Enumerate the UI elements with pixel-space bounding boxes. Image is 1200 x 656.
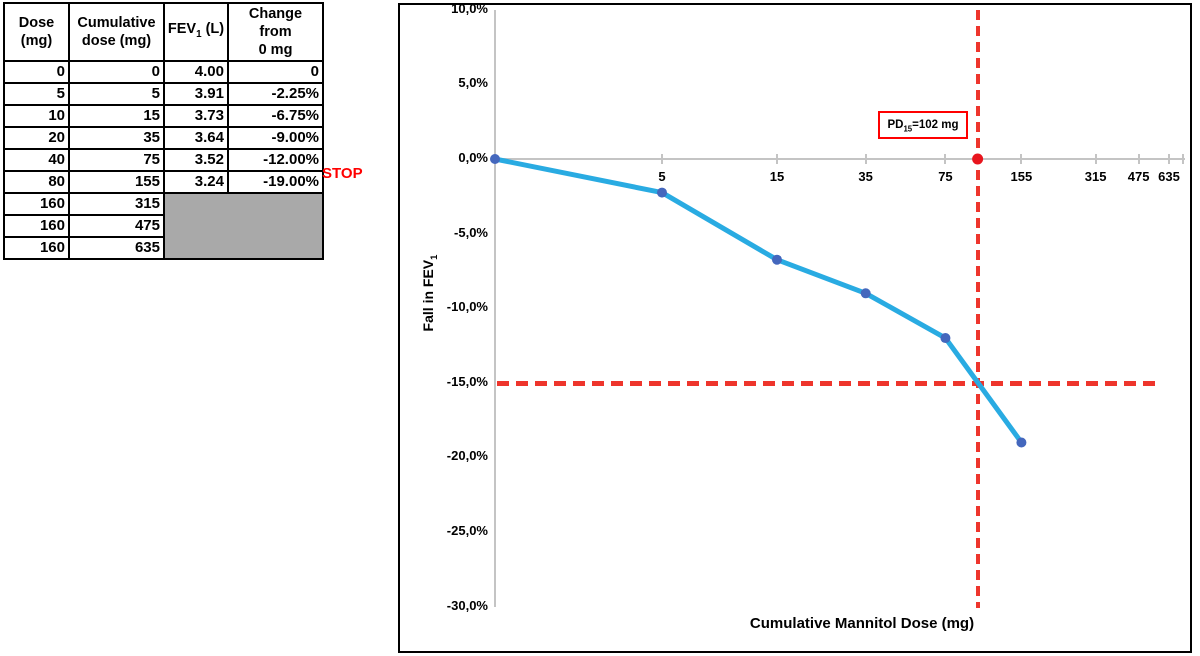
y-tick-label: 5,0% <box>458 75 488 91</box>
y-axis-title: Fall in FEV1 <box>420 254 440 332</box>
header-line: 0 mg <box>258 42 293 58</box>
fev1-cell: 3.73 <box>163 104 229 128</box>
cumulative-cell: 635 <box>68 236 165 260</box>
x-tick-mark <box>1094 154 1097 164</box>
fev1-cell: 3.52 <box>163 148 229 172</box>
x-tick-label: 155 <box>1010 169 1033 184</box>
y-tick-label: -25,0% <box>446 523 488 538</box>
cumulative-cell: 5 <box>68 82 165 106</box>
col-header-fev1: FEV1 (L) <box>163 2 229 62</box>
x-tick-mark <box>944 154 947 164</box>
data-point-marker <box>860 288 871 299</box>
col-header-cumulative-dose: Cumulative dose (mg) <box>68 2 165 62</box>
header-line: Dose <box>18 15 55 31</box>
chart-panel: PD15=102 mg Fall in FEV1 Cumulative Mann… <box>398 0 1192 653</box>
x-tick-mark <box>1168 154 1171 164</box>
dose-cell: 160 <box>3 214 70 238</box>
pd15-vertical-dashed-line <box>975 10 980 608</box>
x-tick-mark <box>1020 154 1023 164</box>
change-cell: -2.25% <box>227 82 324 106</box>
x-tick-mark <box>775 154 778 164</box>
x-tick-mark <box>1137 154 1140 164</box>
dose-table: Dose (mg) Cumulative dose (mg) FEV1 (L) … <box>3 2 324 260</box>
x-tick-label: 5 <box>658 169 666 184</box>
x-axis-end-tick <box>1182 154 1184 164</box>
fev1-cell: 3.91 <box>163 82 229 106</box>
table-header-row: Dose (mg) Cumulative dose (mg) FEV1 (L) … <box>3 2 324 62</box>
data-point-marker <box>657 187 667 198</box>
table-row: 160 475 <box>3 214 323 238</box>
dose-cell: 80 <box>3 170 70 194</box>
x-tick-label: 35 <box>858 169 873 184</box>
dose-cell: 10 <box>3 104 70 128</box>
cumulative-cell: 75 <box>68 148 165 172</box>
dose-cell: 160 <box>3 236 70 260</box>
change-cell: -9.00% <box>227 126 324 150</box>
line-series-plot <box>490 153 1027 448</box>
table-row: 20 35 3.64 -9.00% <box>3 126 324 150</box>
header-line: Cumulative <box>77 15 156 31</box>
dose-cell: 0 <box>3 60 70 84</box>
cumulative-cell: 15 <box>68 104 165 128</box>
y-tick-label: -30,0% <box>446 597 488 613</box>
cumulative-cell: 0 <box>68 60 165 84</box>
col-header-dose: Dose (mg) <box>3 2 70 62</box>
x-axis-title: Cumulative Mannitol Dose (mg) <box>749 615 975 632</box>
table-row: 5 5 3.91 -2.25% <box>3 82 324 106</box>
fev1-cell: 4.00 <box>163 60 229 84</box>
y-tick-label: -10,0% <box>446 299 488 315</box>
table-row: 160 635 <box>3 236 323 260</box>
fev1-cell: 3.24 <box>163 170 229 194</box>
x-tick-label: 15 <box>769 169 785 184</box>
data-point-marker <box>771 254 782 265</box>
table-row: 10 15 3.73 -6.75% <box>3 104 324 128</box>
y-tick-label: -15,0% <box>446 373 488 389</box>
y-tick-label: -5,0% <box>454 224 488 240</box>
table-row: 40 75 3.52 -12.00% <box>3 148 324 172</box>
table-row: 0 0 4.00 0 <box>3 60 324 84</box>
cumulative-cell: 475 <box>68 214 165 238</box>
header-line: Change from <box>248 6 303 40</box>
change-cell: -19.00% <box>227 170 324 194</box>
dose-table-grid: Dose (mg) Cumulative dose (mg) FEV1 (L) … <box>3 2 324 260</box>
threshold-15pct-dashed-line <box>497 380 1161 386</box>
change-cell: 0 <box>227 60 324 84</box>
change-cell: -6.75% <box>227 104 324 128</box>
y-tick-label: 0,0% <box>458 150 488 165</box>
x-tick-mark <box>661 154 663 164</box>
y-tick-label: 10,0% <box>451 0 488 16</box>
table-row: 80 155 3.24 -19.00% <box>3 170 324 194</box>
x-axis-line <box>494 158 1185 160</box>
header-line: dose (mg) <box>81 33 152 49</box>
data-point-marker <box>940 333 951 344</box>
x-tick-label: 635 <box>1158 169 1180 184</box>
x-tick-label: 475 <box>1127 169 1150 184</box>
dose-cell: 160 <box>3 192 70 216</box>
col-header-change: Change from 0 mg <box>227 2 324 62</box>
cumulative-cell: 35 <box>68 126 165 150</box>
cumulative-cell: 155 <box>68 170 165 194</box>
change-cell: -12.00% <box>227 148 324 172</box>
y-tick-label: -20,0% <box>446 448 488 464</box>
x-tick-mark <box>864 154 867 164</box>
header-line: (mg) <box>20 33 53 49</box>
fev1-fall-line <box>492 156 1024 445</box>
dose-cell: 40 <box>3 148 70 172</box>
dose-cell: 20 <box>3 126 70 150</box>
not-performed-gray-cell <box>163 192 324 260</box>
data-point-marker <box>1016 437 1027 448</box>
pd15-annotation-box: PD15=102 mg <box>878 111 968 139</box>
x-tick-label: 75 <box>938 169 953 184</box>
x-tick-label: 315 <box>1084 169 1107 184</box>
fev1-cell: 3.64 <box>163 126 229 150</box>
stop-label: STOP <box>322 165 363 182</box>
dose-cell: 5 <box>3 82 70 106</box>
cumulative-cell: 315 <box>68 192 165 216</box>
y-axis-line <box>494 10 496 607</box>
table-row: 160 315 <box>3 192 324 260</box>
